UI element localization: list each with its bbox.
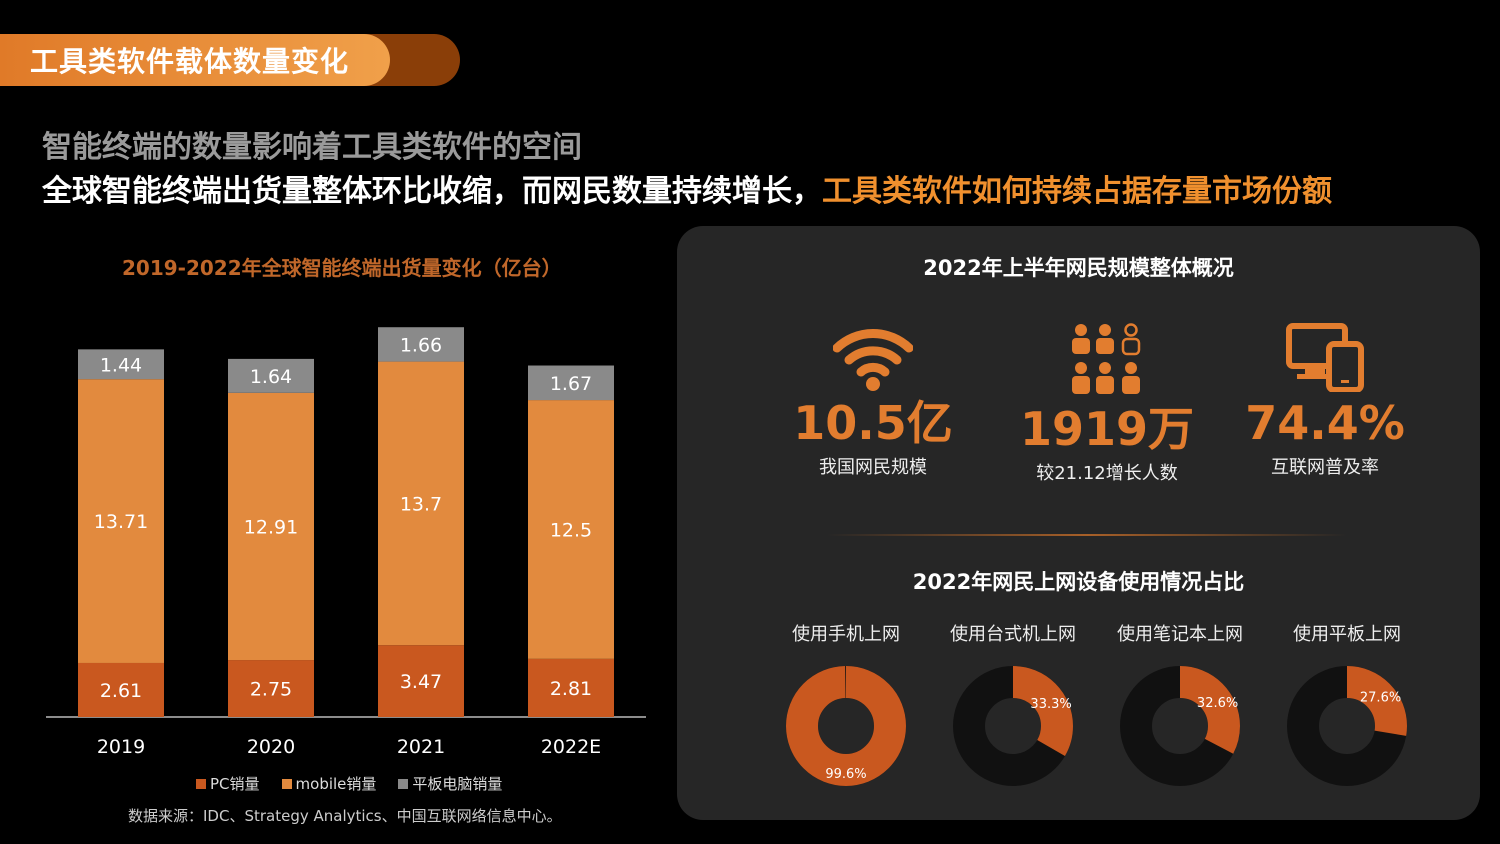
bar-mobile-2020 xyxy=(228,392,314,661)
donut-chart-desktop: 33.3% xyxy=(953,666,1073,786)
bar-label-mobile-2021: 13.7 xyxy=(400,493,442,515)
bar-label-tablet-2020: 1.64 xyxy=(250,366,292,388)
data-source-note: 数据来源：IDC、Strategy Analytics、中国互联网络信息中心。 xyxy=(128,807,562,825)
stat-label-growth: 较21.12增长人数 xyxy=(1036,462,1178,484)
section-title-inner: 工具类软件载体数量变化 xyxy=(0,34,390,86)
bar-chart-title: 2019-2022年全球智能终端出货量变化（亿台） xyxy=(122,256,562,280)
legend-item-mobile: mobile销量 xyxy=(281,773,377,794)
section-title: 工具类软件载体数量变化 xyxy=(30,45,350,78)
donut-mobile: 使用手机上网 99.6% xyxy=(766,620,926,788)
wifi-icon xyxy=(833,329,913,391)
legend-item-tablet: 平板电脑销量 xyxy=(398,773,502,794)
stat-value-growth: 1919万 xyxy=(1019,402,1195,456)
donut-label-desktop: 使用台式机上网 xyxy=(950,624,1076,645)
x-tick-label-2020: 2020 xyxy=(247,736,295,758)
stat-growth: 1919万 较21.12增长人数 xyxy=(1007,322,1207,485)
donut-slice-3 xyxy=(1287,666,1407,786)
donut-chart-mobile: 99.6% xyxy=(786,666,906,786)
bar-pc-2021 xyxy=(378,645,464,717)
legend-item-pc: PC销量 xyxy=(196,773,260,794)
stat-penetration: 74.4% 互联网普及率 xyxy=(1225,322,1425,479)
devices-icon xyxy=(1286,323,1364,392)
x-tick-label-2021: 2021 xyxy=(397,736,445,758)
bar-label-mobile-2019: 13.71 xyxy=(94,511,148,533)
bar-label-mobile-2022E: 12.5 xyxy=(550,519,592,541)
bar-tablet-2022E xyxy=(528,365,614,401)
donut-label-tablet: 使用平板上网 xyxy=(1293,624,1401,645)
bar-mobile-2019 xyxy=(78,379,164,663)
donut-desktop: 使用台式机上网 33.3% xyxy=(933,620,1093,788)
bar-label-tablet-2019: 1.44 xyxy=(100,354,142,376)
bar-pc-2020 xyxy=(228,660,314,717)
donut-value-label-1: 33.3% xyxy=(1030,697,1071,712)
bar-label-tablet-2021: 1.66 xyxy=(400,334,442,356)
bar-tablet-2021 xyxy=(378,327,464,362)
bar-mobile-2021 xyxy=(378,361,464,646)
legend-label-tablet: 平板电脑销量 xyxy=(412,775,503,793)
bar-mobile-2022E xyxy=(528,400,614,659)
netizen-overview-panel: 2022年上半年网民规模整体概况 10.5亿 我国网民规模 1919万 较21.… xyxy=(677,226,1480,820)
legend-swatch-mobile xyxy=(281,778,292,789)
subtitle-secondary-text: 全球智能终端出货量整体环比收缩，而网民数量持续增长， xyxy=(42,174,822,209)
panel-divider xyxy=(827,534,1347,536)
donut-value-label-0: 99.6% xyxy=(825,767,866,782)
donut-label-laptop: 使用笔记本上网 xyxy=(1117,624,1243,645)
bar-label-pc-2019: 2.61 xyxy=(100,680,142,702)
bar-label-pc-2022E: 2.81 xyxy=(550,678,592,700)
subtitle-primary: 智能终端的数量影响着工具类软件的空间 xyxy=(42,130,582,165)
bar-tablet-2020 xyxy=(228,358,314,393)
stat-value-penetration: 74.4% xyxy=(1245,396,1405,450)
bar-label-pc-2021: 3.47 xyxy=(400,671,442,693)
bar-chart-legend: PC销量 mobile销量 平板电脑销量 xyxy=(196,773,502,794)
legend-label-pc: PC销量 xyxy=(210,775,260,793)
donut-laptop: 使用笔记本上网 32.6% xyxy=(1100,620,1260,788)
donut-value-label-2: 32.6% xyxy=(1197,696,1238,711)
donut-label-mobile: 使用手机上网 xyxy=(792,624,900,645)
bar-label-pc-2020: 2.75 xyxy=(250,679,292,701)
people-group-icon xyxy=(1072,323,1141,394)
donut-slice-1 xyxy=(953,666,1073,786)
legend-swatch-tablet xyxy=(398,778,409,789)
donut-chart-laptop: 32.6% xyxy=(1120,666,1240,786)
legend-swatch-pc xyxy=(196,778,206,789)
panel-title-devices: 2022年网民上网设备使用情况占比 xyxy=(912,570,1245,594)
subtitle-secondary: 全球智能终端出货量整体环比收缩，而网民数量持续增长，工具类软件如何持续占据存量市… xyxy=(42,166,1332,210)
subtitle-highlight: 工具类软件如何持续占据存量市场份额 xyxy=(822,174,1332,209)
legend-label-mobile: mobile销量 xyxy=(295,775,377,793)
stat-label-netizen: 我国网民规模 xyxy=(819,456,927,478)
bar-label-tablet-2022E: 1.67 xyxy=(550,373,592,395)
bar-pc-2019 xyxy=(78,662,164,717)
stacked-bar-chart: 2.61 13.71 1.44 2019 2.75 12.91 1.64 2020 3.47 13… xyxy=(46,327,646,758)
donut-value-label-3: 27.6% xyxy=(1360,691,1401,706)
donut-slice-0 xyxy=(786,666,906,786)
panel-title-overview: 2022年上半年网民规模整体概况 xyxy=(923,256,1234,280)
donut-slice-2 xyxy=(1120,666,1240,786)
section-title-tab: 工具类软件载体数量变化 xyxy=(0,34,460,86)
stat-label-penetration: 互联网普及率 xyxy=(1271,456,1379,478)
bar-tablet-2019 xyxy=(78,349,164,380)
bar-pc-2022E xyxy=(528,658,614,717)
stat-netizen-scale: 10.5亿 我国网民规模 xyxy=(773,322,973,479)
x-tick-label-2019: 2019 xyxy=(97,736,145,758)
donut-tablet: 使用平板上网 27.6% xyxy=(1267,620,1427,788)
stat-value-netizen: 10.5亿 xyxy=(793,396,953,450)
donut-chart-tablet: 27.6% xyxy=(1287,666,1407,786)
bar-label-mobile-2020: 12.91 xyxy=(244,516,298,538)
x-tick-label-2022E: 2022E xyxy=(541,736,601,758)
